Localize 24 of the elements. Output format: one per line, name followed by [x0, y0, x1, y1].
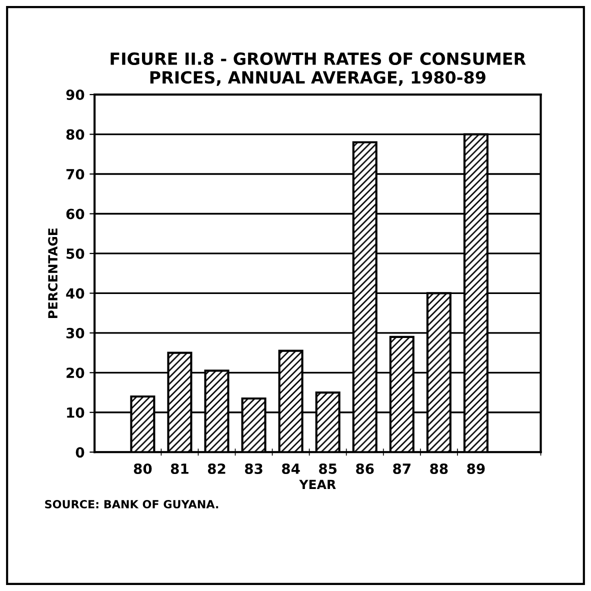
x-tick-label: 81 — [170, 463, 188, 474]
y-tick-label: 80 — [66, 129, 84, 140]
x-axis-title: YEAR — [299, 480, 336, 489]
y-tick-label: 30 — [66, 328, 84, 338]
y-tick-label: 60 — [66, 208, 84, 220]
x-tick-label: 85 — [319, 463, 337, 474]
source-note: SOURCE: BANK OF GUYANA. — [45, 500, 218, 508]
x-tick-label: 83 — [244, 463, 262, 474]
x-tick-label: 84 — [282, 463, 300, 474]
x-tick-label: 88 — [430, 463, 448, 474]
y-tick-label: 70 — [66, 168, 84, 180]
y-tick-label: 90 — [66, 90, 84, 100]
x-tick-label: 82 — [208, 463, 226, 474]
y-tick-label: 40 — [66, 288, 84, 299]
y-axis-title: PERCENTAGE — [48, 228, 58, 318]
x-tick-label: 89 — [467, 463, 485, 474]
y-tick-label: 0 — [76, 447, 84, 458]
y-tick-label: 50 — [66, 248, 84, 259]
chart-title: FIGURE II.8 - GROWTH RATES OF CONSUMER PRICES, ANNUAL AVERAGE, 1980-89 — [110, 52, 526, 86]
x-tick-label: 87 — [393, 463, 410, 474]
x-tick-label: 86 — [356, 463, 374, 474]
x-tick-label: 80 — [134, 463, 152, 474]
y-tick-label: 20 — [66, 368, 84, 378]
y-tick-label: 10 — [67, 407, 84, 418]
